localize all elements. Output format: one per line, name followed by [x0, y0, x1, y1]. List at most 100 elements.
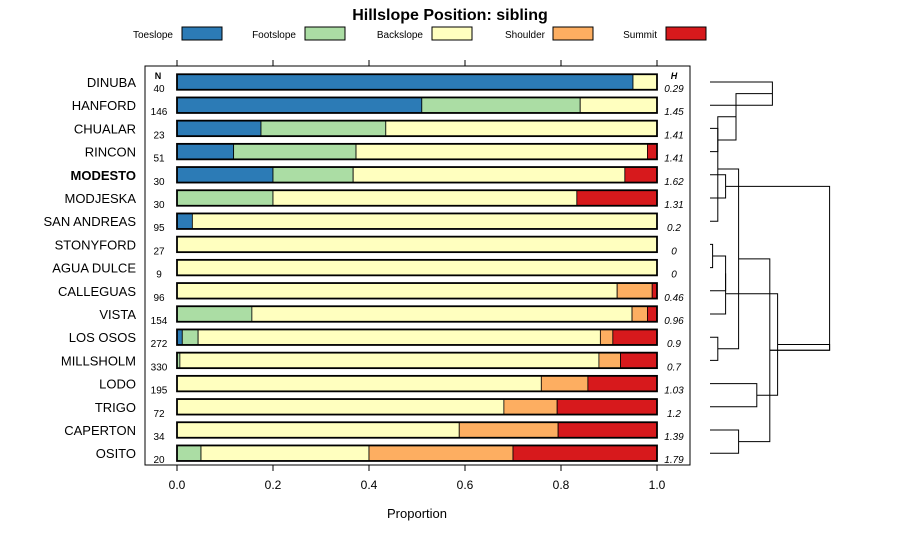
- legend-label-toeslope: Toeslope: [133, 30, 173, 41]
- bar-segment-trigo-backslope: [176, 398, 505, 415]
- legend-swatch-footslope: [304, 26, 346, 41]
- site-label-vista: VISTA: [99, 307, 136, 322]
- bar-segment-los-osos-footslope: [181, 329, 199, 346]
- x-tick-label-0-8: 0.8: [553, 478, 570, 492]
- n-column-header: N: [155, 71, 162, 81]
- row-modjeska: MODJESKA 30 1.31: [64, 189, 684, 211]
- bar-segment-hanford-toeslope: [176, 97, 423, 114]
- plot-frame: [144, 65, 691, 466]
- bar-segment-lodo-shoulder: [540, 375, 589, 392]
- site-label-dinuba: DINUBA: [87, 75, 136, 90]
- bar-segment-osito-shoulder: [368, 445, 514, 462]
- bar-outline-dinuba: [176, 73, 658, 91]
- site-label-lodo: LODO: [99, 377, 136, 392]
- bar-outline-calleguas: [176, 282, 658, 300]
- x-tick-label-0-4: 0.4: [361, 478, 378, 492]
- bar-segment-rincon-backslope: [355, 143, 648, 160]
- n-value-san-andreas: 95: [153, 223, 165, 234]
- n-value-modjeska: 30: [153, 200, 165, 211]
- row-los-osos: LOS OSOS 272 0.9: [69, 328, 681, 350]
- h-value-caperton: 1.39: [664, 432, 684, 443]
- site-label-stonyford: STONYFORD: [55, 237, 136, 252]
- bar-segment-millsholm-summit: [620, 352, 658, 369]
- site-label-calleguas: CALLEGUAS: [58, 284, 136, 299]
- bar-outline-lodo: [176, 374, 658, 393]
- site-label-rincon: RINCON: [85, 145, 136, 160]
- bar-segment-trigo-shoulder: [503, 398, 558, 415]
- h-value-lodo: 1.03: [664, 386, 684, 397]
- bar-segment-rincon-footslope: [233, 143, 357, 160]
- bar-segment-dinuba-backslope: [632, 73, 658, 91]
- bar-segment-vista-footslope: [176, 305, 253, 323]
- h-value-osito: 1.79: [664, 455, 684, 466]
- bar-outline-modjeska: [176, 189, 658, 207]
- site-label-caperton: CAPERTON: [64, 423, 136, 438]
- legend-swatch-toeslope: [181, 26, 223, 41]
- row-stonyford: STONYFORD 27 0: [55, 235, 677, 257]
- n-value-trigo: 72: [153, 409, 165, 420]
- n-value-dinuba: 40: [153, 84, 165, 95]
- bar-segment-modesto-footslope: [272, 166, 354, 183]
- bar-outline-trigo: [176, 398, 658, 416]
- h-value-calleguas: 0.46: [664, 293, 684, 304]
- row-lodo: LODO 195 1.03: [99, 374, 684, 397]
- bar-segment-san-andreas-backslope: [191, 213, 658, 230]
- bar-segment-agua-dulce-backslope: [176, 259, 658, 276]
- h-value-chualar: 1.41: [664, 130, 683, 141]
- bar-outline-caperton: [176, 421, 658, 439]
- bar-segment-modesto-summit: [624, 166, 658, 183]
- bar-segment-los-osos-summit: [612, 329, 658, 346]
- bar-segment-lodo-backslope: [176, 375, 542, 392]
- site-label-chualar: CHUALAR: [74, 121, 136, 136]
- dendrogram-merge-9: [710, 273, 727, 315]
- bar-segment-caperton-backslope: [176, 421, 460, 439]
- site-label-hanford: HANFORD: [72, 98, 136, 113]
- bar-segment-caperton-shoulder: [458, 421, 559, 439]
- x-axis-label: Proportion: [387, 506, 447, 521]
- chart-title: Hillslope Position: sibling: [352, 7, 548, 24]
- site-label-los-osos: LOS OSOS: [69, 330, 137, 345]
- bar-segment-osito-summit: [512, 445, 658, 462]
- n-value-calleguas: 96: [153, 293, 165, 304]
- bar-segment-dinuba-toeslope: [176, 73, 634, 91]
- n-value-rincon: 51: [153, 154, 165, 165]
- bar-segment-vista-shoulder: [631, 305, 648, 323]
- bar-segment-calleguas-shoulder: [616, 282, 653, 299]
- bar-segment-chualar-footslope: [260, 120, 387, 137]
- bar-segment-chualar-toeslope: [176, 120, 262, 137]
- row-agua-dulce: AGUA DULCE 9 0: [52, 258, 677, 281]
- n-value-agua-dulce: 9: [156, 270, 162, 281]
- bar-segment-san-andreas-toeslope: [176, 213, 193, 230]
- n-value-caperton: 34: [153, 432, 165, 443]
- x-tick-label-0-0: 0.0: [169, 478, 186, 492]
- row-calleguas: CALLEGUAS 96 0.46: [58, 282, 684, 304]
- n-value-millsholm: 330: [151, 362, 168, 373]
- h-value-rincon: 1.41: [664, 154, 683, 165]
- legend-label-summit: Summit: [623, 30, 657, 41]
- bar-segment-hanford-footslope: [421, 97, 581, 114]
- bar-outline-osito: [176, 444, 658, 462]
- row-osito: OSITO 20 1.79: [96, 444, 684, 466]
- bar-segment-lodo-summit: [587, 375, 658, 392]
- bar-segment-modesto-backslope: [352, 166, 626, 183]
- x-axis: 0.0 0.2 0.4 0.6 0.8 1.0: [169, 60, 666, 492]
- h-value-san-andreas: 0.2: [667, 223, 681, 234]
- n-value-chualar: 23: [153, 130, 165, 141]
- bar-segment-osito-backslope: [200, 445, 370, 462]
- bar-segment-modjeska-backslope: [272, 189, 578, 207]
- bar-segment-stonyford-backslope: [176, 236, 658, 253]
- h-value-hanford: 1.45: [664, 107, 684, 118]
- h-value-los-osos: 0.9: [667, 339, 681, 350]
- bar-outline-vista: [176, 305, 658, 323]
- legend-label-footslope: Footslope: [252, 30, 296, 41]
- bar-segment-millsholm-shoulder: [598, 352, 621, 369]
- row-san-andreas: SAN ANDREAS 95 0.2: [44, 212, 681, 234]
- h-value-stonyford: 0: [671, 246, 677, 257]
- bar-segment-modesto-toeslope: [176, 166, 274, 183]
- bar-segment-rincon-toeslope: [176, 143, 235, 160]
- n-value-modesto: 30: [153, 177, 165, 188]
- h-value-modjeska: 1.31: [664, 200, 683, 211]
- bar-segment-calleguas-backslope: [176, 282, 618, 299]
